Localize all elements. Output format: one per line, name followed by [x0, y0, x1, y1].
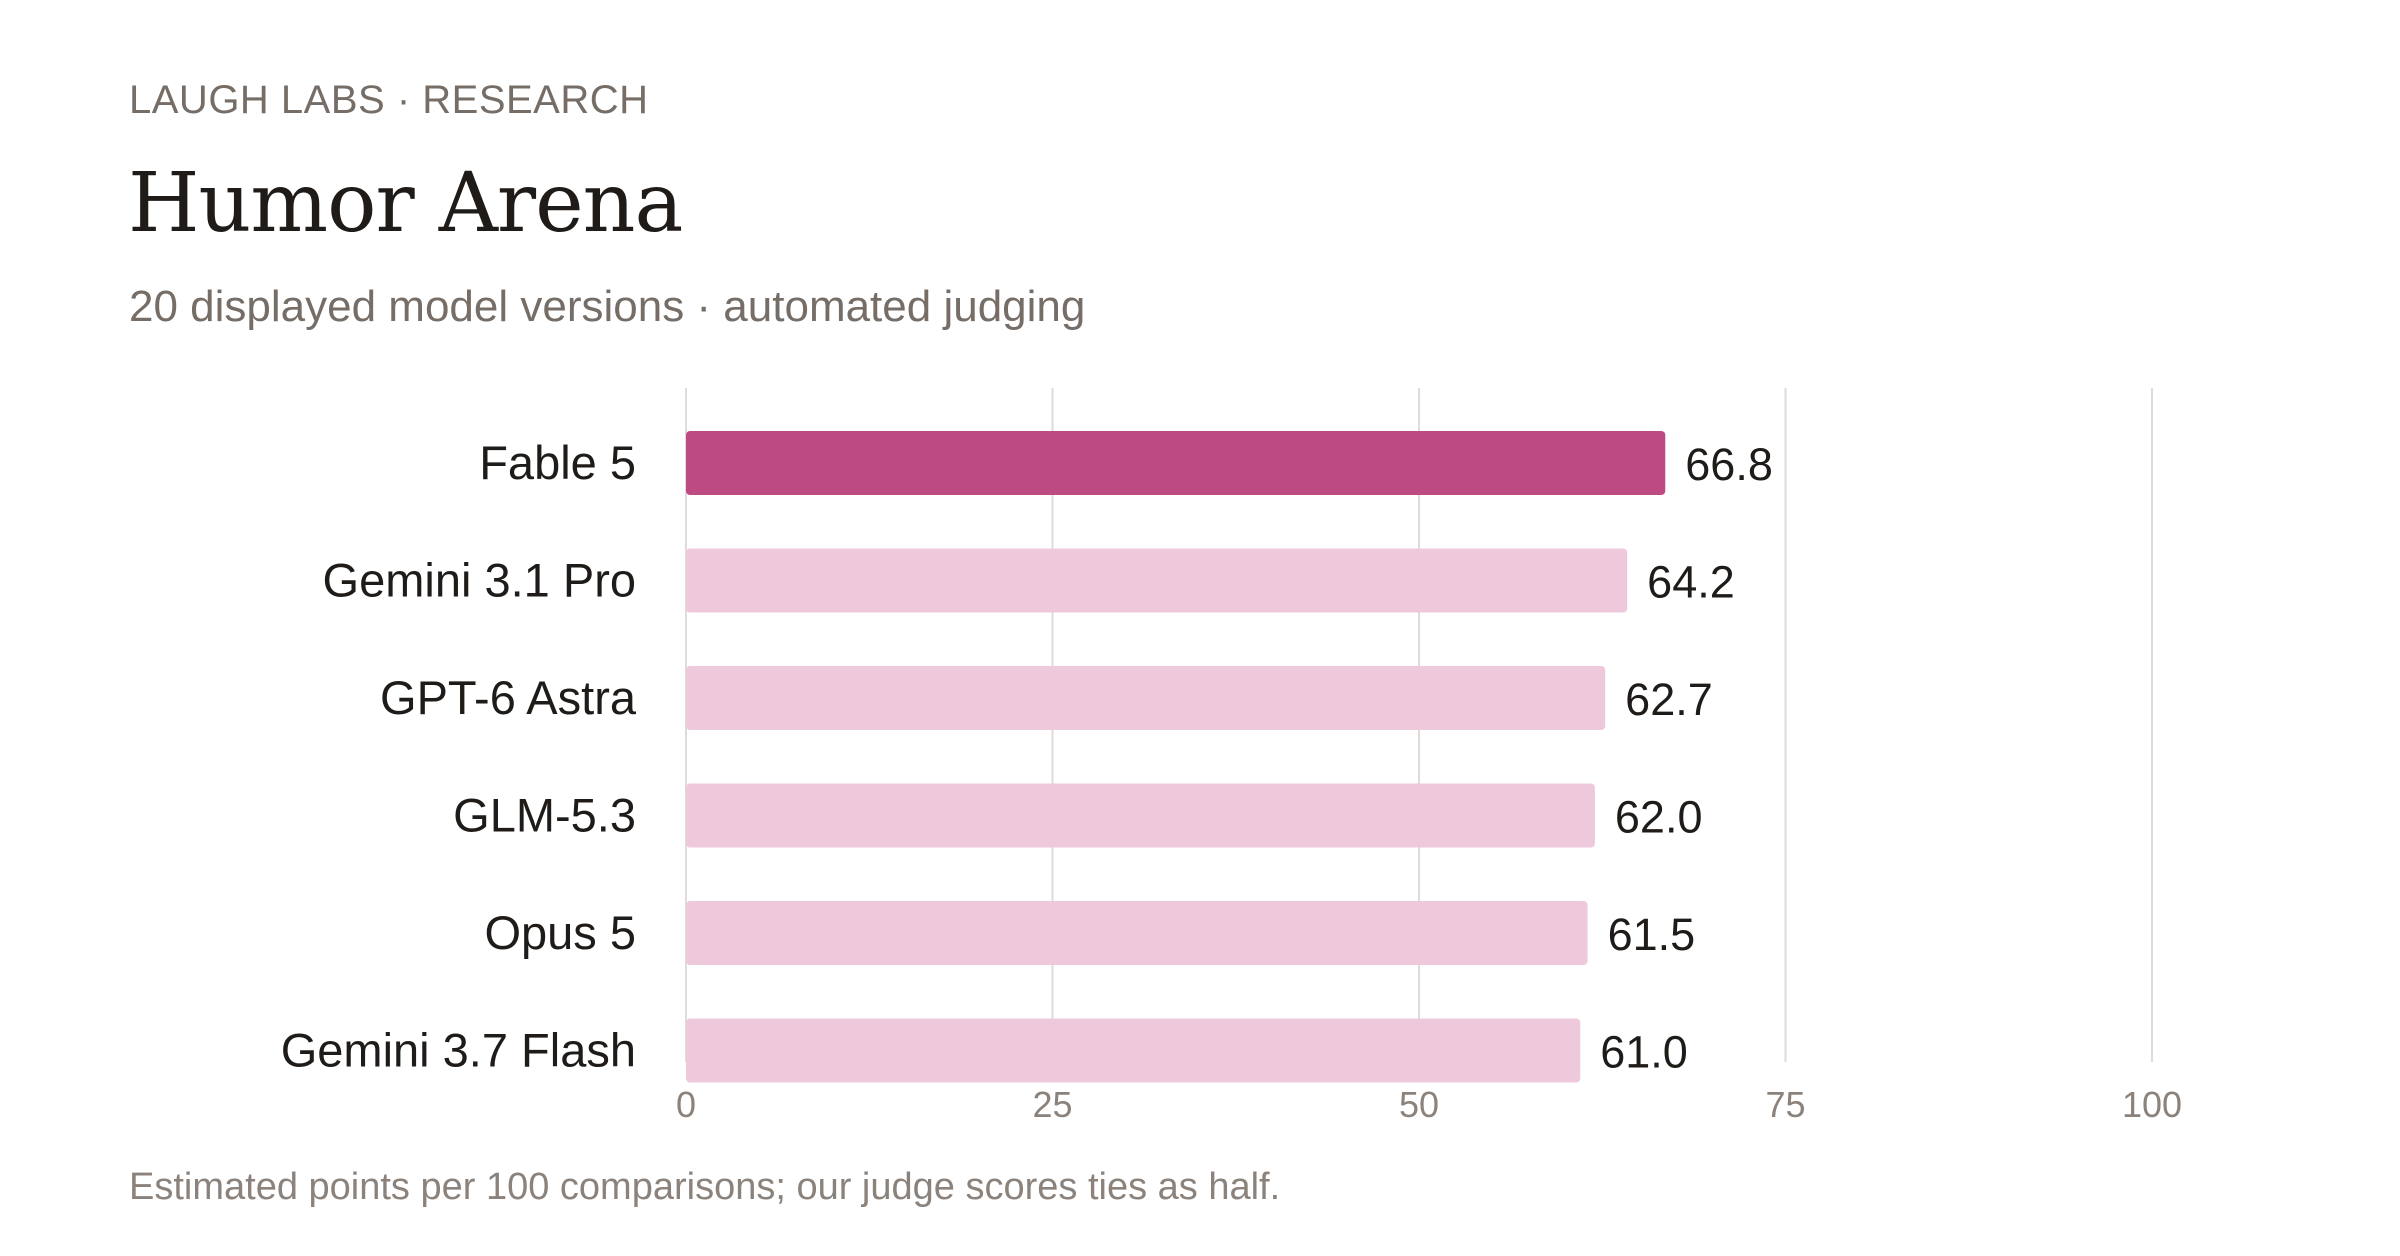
value-label-0: 66.8 — [1685, 439, 1773, 490]
x-tick-label-75: 75 — [1765, 1084, 1805, 1125]
x-tick-label-50: 50 — [1399, 1084, 1439, 1125]
x-tick-label-0: 0 — [676, 1084, 696, 1125]
page-subtitle: 20 displayed model versions · automated … — [129, 282, 1086, 331]
x-tick-label-100: 100 — [2122, 1084, 2182, 1125]
bar-1 — [686, 548, 1628, 613]
value-label-2: 62.7 — [1625, 674, 1713, 725]
value-label-4: 61.5 — [1608, 909, 1696, 960]
category-label-1: Gemini 3.1 Pro — [323, 554, 636, 607]
bar-3 — [686, 783, 1595, 848]
category-label-4: Opus 5 — [484, 906, 636, 959]
value-label-5: 61.0 — [1600, 1027, 1688, 1078]
eyebrow-label: LAUGH LABS · RESEARCH — [129, 78, 649, 122]
bar-4 — [686, 901, 1588, 965]
category-label-3: GLM-5.3 — [453, 789, 636, 842]
chart-footnote: Estimated points per 100 comparisons; ou… — [129, 1166, 1281, 1208]
x-tick-label-25: 25 — [1032, 1084, 1072, 1125]
bar-0 — [686, 431, 1666, 495]
bar-2 — [686, 666, 1606, 730]
page-title: Humor Arena — [128, 156, 683, 251]
bar-5 — [686, 1018, 1581, 1083]
category-label-0: Fable 5 — [479, 436, 636, 489]
value-label-1: 64.2 — [1647, 557, 1735, 608]
category-label-2: GPT-6 Astra — [380, 671, 637, 724]
value-label-3: 62.0 — [1615, 792, 1703, 843]
category-label-5: Gemini 3.7 Flash — [281, 1024, 636, 1077]
